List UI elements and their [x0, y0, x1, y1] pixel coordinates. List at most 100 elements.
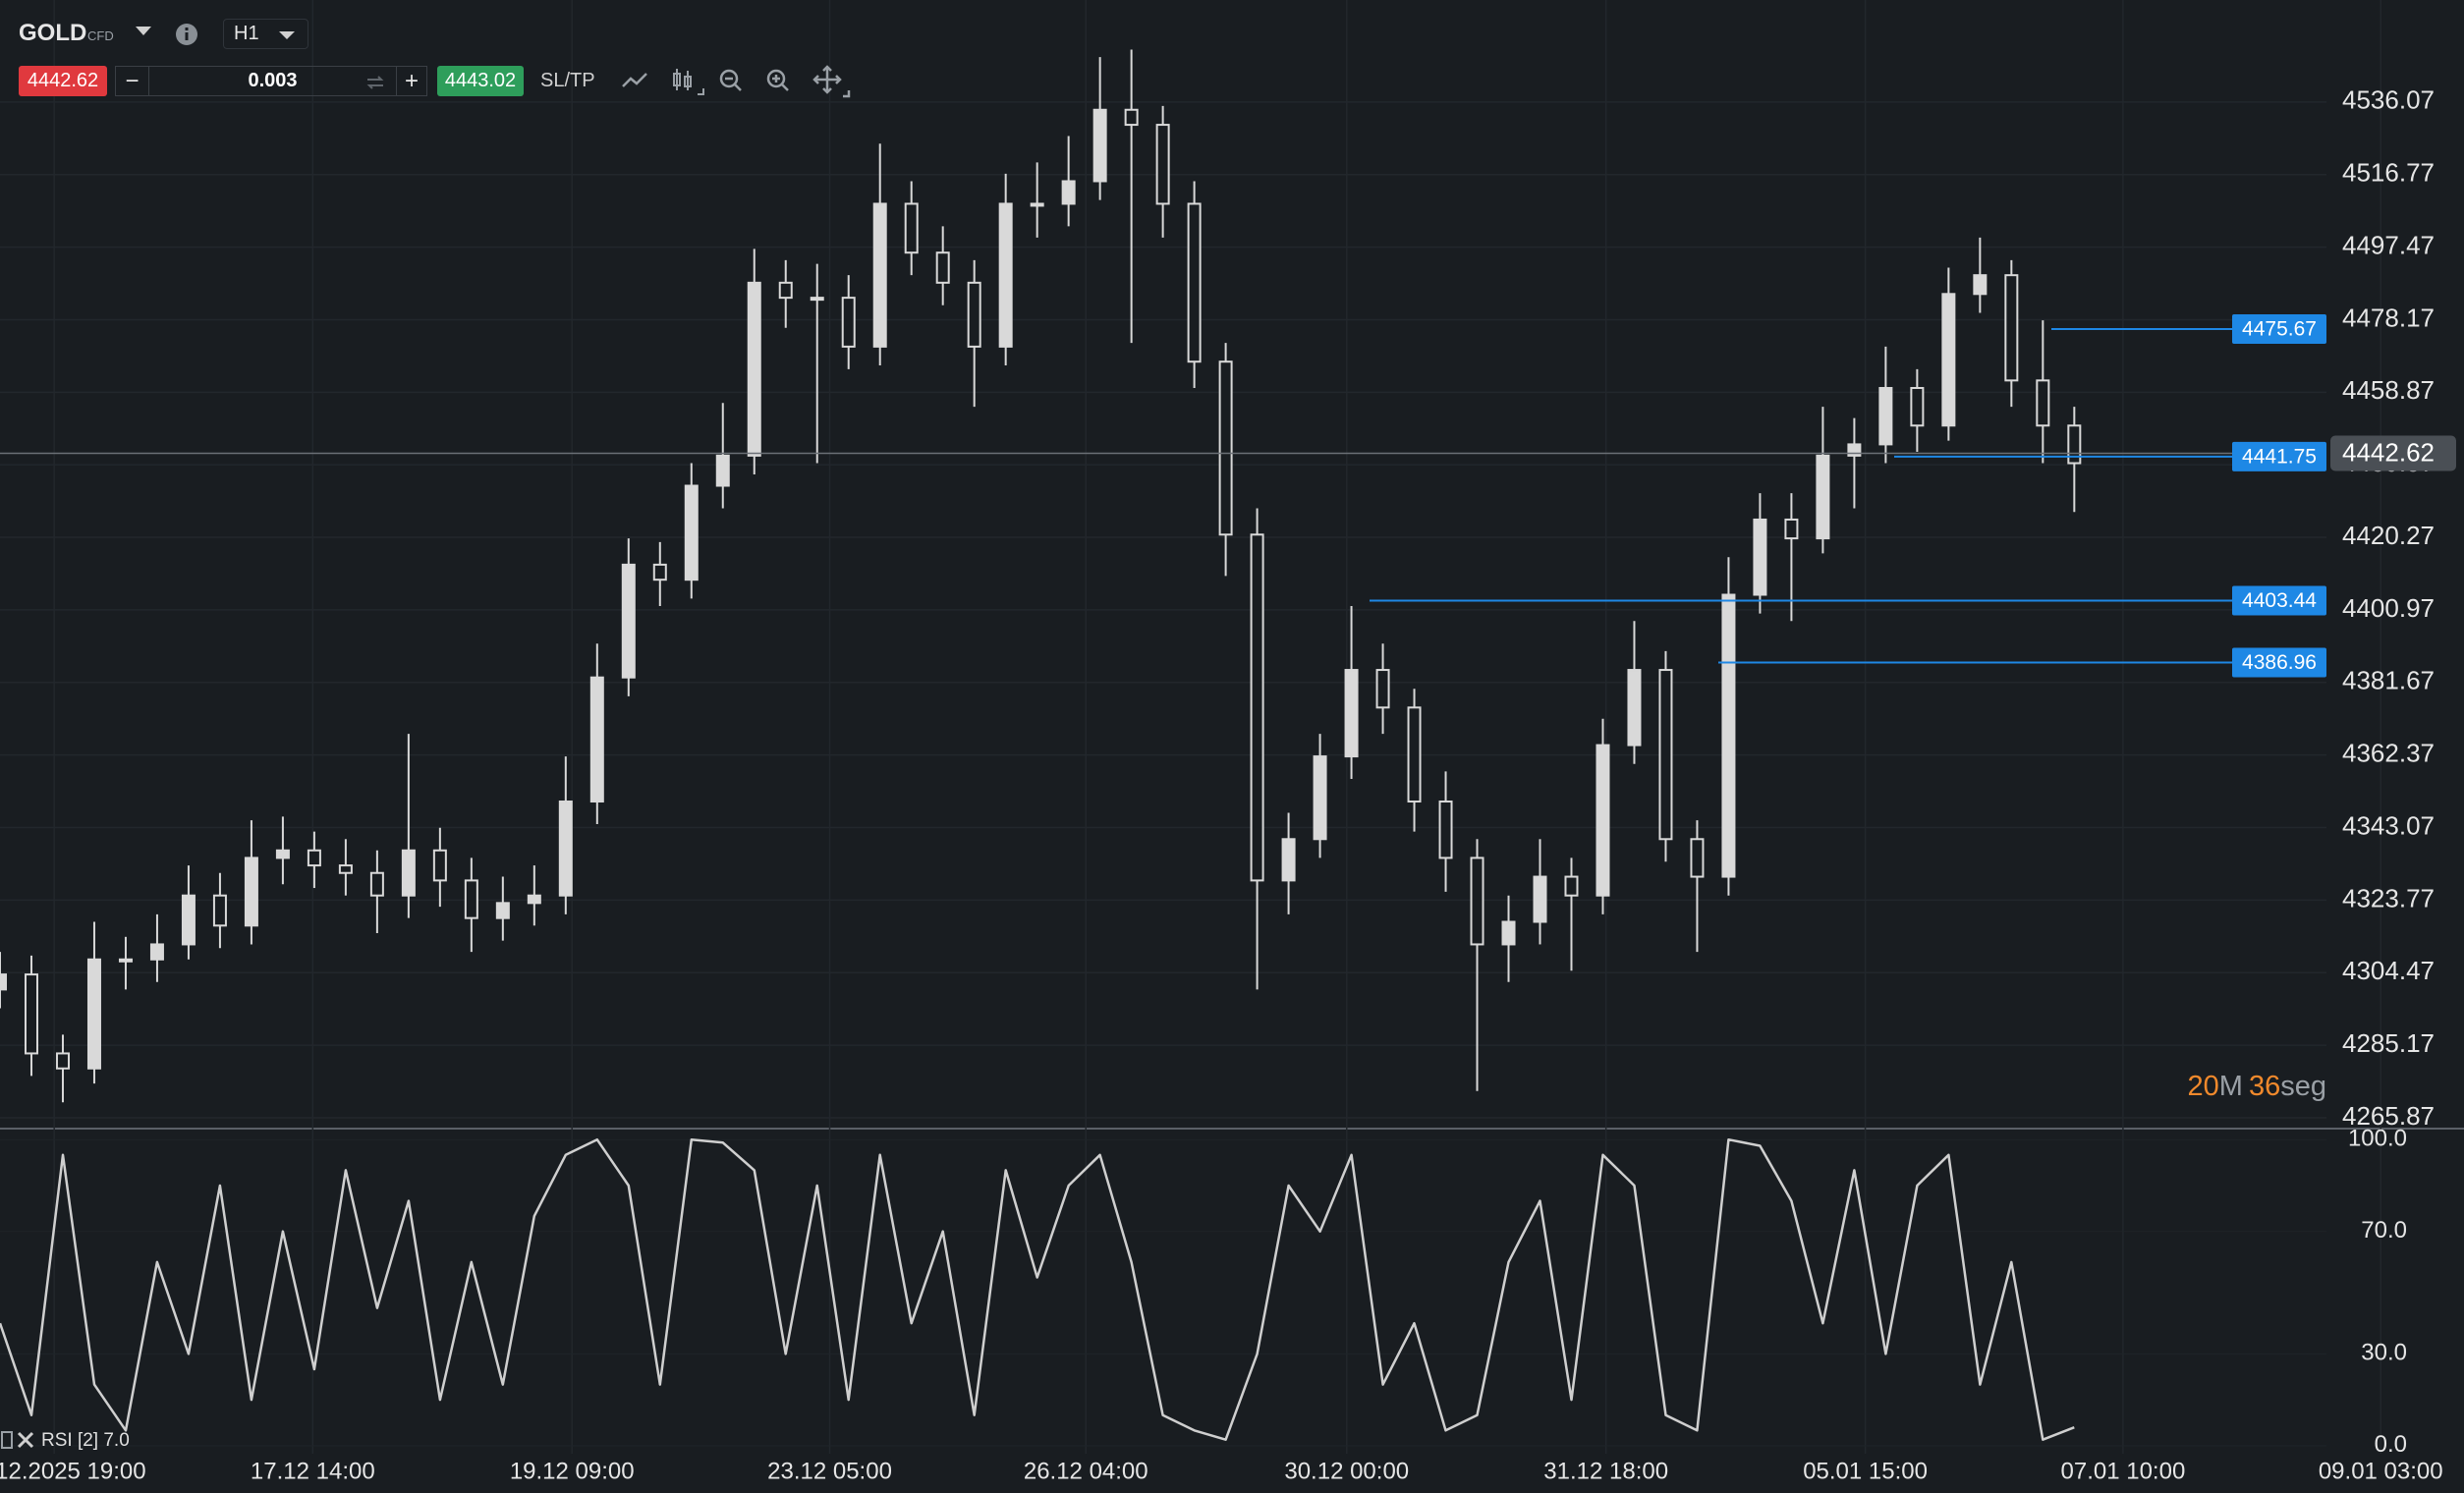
candle-body: [589, 676, 604, 803]
candle-body: [1438, 801, 1453, 859]
x-tick-label: 05.01 15:00: [1803, 1458, 1928, 1484]
candle-body: [747, 281, 761, 457]
x-tick-label: 17.12 14:00: [251, 1458, 375, 1484]
zoom-out[interactable]: [719, 69, 742, 91]
candle-body: [1155, 124, 1170, 205]
y-tick-label: 4420.27: [2342, 521, 2435, 550]
symbol-dropdown[interactable]: [134, 24, 153, 37]
x-tick-label: 15.12.2025 19:00: [0, 1458, 146, 1484]
increase-button[interactable]: +: [396, 66, 427, 96]
candle-body: [1910, 386, 1925, 427]
timer-minutes-unit: M: [2219, 1071, 2243, 1102]
candle-body: [1564, 875, 1579, 897]
swap-icon: [366, 76, 384, 89]
candle-body: [495, 902, 510, 919]
y-tick-label: 4400.97: [2342, 593, 2435, 623]
timer-seconds: 36: [2249, 1071, 2280, 1102]
candle-body: [527, 894, 541, 905]
quantity-input[interactable]: 0.003: [149, 66, 396, 96]
chart-tools: [622, 65, 851, 98]
x-tick-label: 19.12 09:00: [510, 1458, 635, 1484]
sltp-button[interactable]: SL/TP: [540, 70, 595, 91]
candle-body: [1375, 669, 1390, 709]
candle-body: [1596, 744, 1610, 897]
candle-body: [1627, 669, 1642, 746]
candle-body: [904, 202, 919, 254]
candle-body: [1816, 454, 1830, 540]
rsi-line: [0, 1137, 2075, 1441]
rsi-close-icon[interactable]: [17, 1431, 34, 1449]
rsi-settings-icon[interactable]: [1, 1431, 13, 1449]
candle-body: [1501, 920, 1516, 946]
candle-body: [86, 958, 101, 1070]
candle-body: [55, 1052, 70, 1070]
y-tick-label: 4265.87: [2342, 1101, 2435, 1131]
candle-body: [24, 973, 38, 1055]
last-price-label: 4442.62: [2342, 437, 2435, 467]
candle-body: [1533, 875, 1547, 923]
candle-body: [1092, 108, 1107, 183]
candle-body: [1690, 838, 1705, 878]
candle-body: [1470, 857, 1484, 946]
y-tick-label: 4285.17: [2342, 1028, 2435, 1058]
candle-body: [715, 454, 730, 487]
zoom-in[interactable]: [766, 69, 789, 91]
timeframe: H1: [234, 23, 259, 44]
candle-body: [244, 857, 258, 927]
candle-body: [1030, 202, 1044, 207]
info-icon[interactable]: [174, 22, 199, 47]
candle-body: [307, 849, 321, 867]
candle-body: [1187, 202, 1202, 363]
y-tick-label: 4323.77: [2342, 883, 2435, 912]
candle-body: [684, 484, 699, 581]
candle-body: [1941, 293, 1956, 427]
candle-body: [2004, 274, 2019, 382]
candle-body: [1784, 518, 1799, 540]
candle-body: [1281, 838, 1296, 882]
decrease-button[interactable]: −: [115, 66, 149, 96]
candle-body: [1753, 518, 1767, 596]
candle-body: [212, 894, 227, 927]
y-tick-label: 4458.87: [2342, 375, 2435, 405]
candle-body: [872, 202, 887, 348]
price-level-box: [2232, 585, 2326, 616]
x-tick-label: 07.01 10:00: [2061, 1458, 2186, 1484]
symbol-type: CFD: [87, 28, 114, 43]
price-level-label: 4475.67: [2242, 318, 2317, 341]
candle-tool[interactable]: [673, 69, 704, 95]
pan-tool[interactable]: [812, 65, 851, 98]
candle-body: [1973, 274, 1988, 296]
price-level-box: [2232, 647, 2326, 678]
rsi-label: RSI [2] 7.0: [41, 1430, 130, 1451]
timeframe-select[interactable]: H1: [223, 19, 308, 49]
candle-body: [1721, 593, 1736, 878]
candle-body: [1407, 706, 1422, 803]
y-tick-label: 4478.17: [2342, 303, 2435, 332]
x-tick-label: 30.12 00:00: [1284, 1458, 1409, 1484]
candle-body: [369, 871, 384, 897]
rsi-tick-label: 0.0: [2375, 1431, 2407, 1458]
candle-body: [118, 958, 133, 963]
candle-body: [1124, 108, 1139, 127]
candle-body: [998, 202, 1013, 348]
price-level-label: 4386.96: [2242, 651, 2317, 674]
y-tick-label: 4497.47: [2342, 230, 2435, 259]
y-tick-label: 4381.67: [2342, 666, 2435, 695]
timeframe-dropdown: [279, 31, 295, 39]
x-tick-label: 26.12 04:00: [1024, 1458, 1148, 1484]
candle-body: [1878, 386, 1893, 446]
symbol[interactable]: GOLD: [19, 20, 87, 46]
line-tool[interactable]: [622, 73, 647, 87]
candle-body: [1344, 669, 1359, 758]
rsi-tick-label: 30.0: [2361, 1340, 2407, 1366]
candle-body: [1250, 533, 1264, 882]
last-price-box: [2330, 435, 2456, 471]
bid-button[interactable]: 4442.62: [19, 66, 107, 96]
x-tick-label: 23.12 05:00: [767, 1458, 892, 1484]
candle-body: [1847, 443, 1862, 457]
candle-body: [338, 864, 353, 874]
y-tick-label: 4536.07: [2342, 85, 2435, 115]
ask-button[interactable]: 4443.02: [437, 66, 524, 96]
